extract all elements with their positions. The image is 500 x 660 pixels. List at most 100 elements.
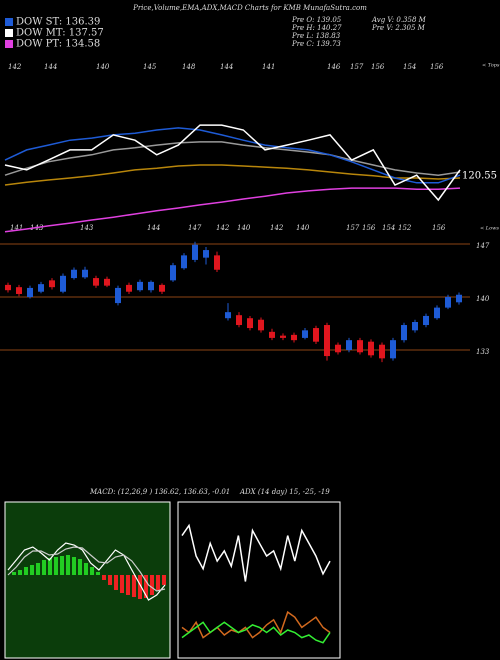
- info-text: Pre H: 140.27: [291, 24, 342, 32]
- macd-bar: [132, 575, 136, 597]
- candle-body: [401, 325, 407, 341]
- bottom-label: 156: [432, 224, 446, 232]
- candle-body: [423, 315, 429, 326]
- candle-body: [214, 255, 220, 270]
- top-label: 156: [430, 63, 444, 71]
- top-label: 157: [350, 63, 364, 71]
- candle-body: [280, 335, 286, 338]
- info-text: Pre L: 138.83: [291, 32, 341, 40]
- line-series: [4, 187, 461, 233]
- candle-body: [192, 244, 198, 260]
- macd-bar: [60, 556, 64, 575]
- macd-bar: [12, 572, 16, 575]
- bottom-label: 141: [10, 224, 23, 232]
- bottom-label: 140: [296, 224, 310, 232]
- candle-body: [93, 278, 99, 286]
- top-label: 148: [182, 63, 196, 71]
- macd-bar: [66, 555, 70, 575]
- macd-bar: [48, 558, 52, 575]
- candle-body: [456, 294, 462, 303]
- tops-label: < Tops: [482, 63, 500, 69]
- candle-body: [49, 280, 55, 288]
- macd-bar: [126, 575, 130, 595]
- candle-body: [236, 315, 242, 326]
- top-label: 154: [403, 63, 416, 71]
- candle-body: [291, 334, 297, 341]
- candle-body: [225, 312, 231, 319]
- line-series: [7, 546, 166, 592]
- macd-bar: [36, 563, 40, 575]
- candle-body: [335, 344, 341, 353]
- last-value: 120.55: [462, 171, 497, 182]
- candle-body: [412, 321, 418, 331]
- bottom-label: 156: [362, 224, 376, 232]
- line-series: [4, 141, 461, 176]
- candle-body: [71, 269, 77, 279]
- macd-pane: [4, 501, 171, 659]
- y-tick-label: 140: [476, 295, 490, 303]
- top-label: 141: [262, 63, 275, 71]
- line-series: [4, 124, 461, 202]
- macd-bar: [144, 575, 148, 598]
- macd-bar: [18, 570, 22, 575]
- info-text: Pre V: 2.305 M: [371, 24, 426, 32]
- y-tick-label: 133: [476, 348, 490, 356]
- candle-body: [203, 250, 209, 258]
- bottom-label: 152: [398, 224, 412, 232]
- macd-bar: [150, 575, 154, 595]
- bottom-label: 143: [80, 224, 94, 232]
- macd-bar: [24, 567, 28, 575]
- candle-body: [445, 297, 451, 308]
- macd-bar: [72, 557, 76, 575]
- candle-body: [126, 284, 132, 292]
- candle-body: [368, 341, 374, 356]
- legend-swatch: [5, 40, 13, 48]
- macd-label: MACD: (12,26,9 ) 136.62, 136.63, -0.01: [89, 488, 230, 496]
- candle-body: [104, 278, 110, 286]
- line-series: [181, 610, 331, 639]
- top-label: 144: [44, 63, 57, 71]
- info-text: Pre O: 139.05: [291, 16, 342, 24]
- candle-body: [137, 281, 143, 291]
- macd-bar: [54, 557, 58, 575]
- bottom-label: 144: [147, 224, 160, 232]
- candle-body: [170, 265, 176, 281]
- candle-body: [324, 325, 330, 357]
- macd-bar: [120, 575, 124, 593]
- macd-bar: [138, 575, 142, 599]
- page-title: Price,Volume,EMA,ADX,MACD Charts for KMB…: [132, 4, 367, 12]
- macd-bar: [102, 575, 106, 580]
- macd-bar: [162, 575, 166, 585]
- macd-bar: [42, 560, 46, 575]
- bottom-label: 154: [382, 224, 395, 232]
- line-series: [7, 542, 166, 601]
- top-label: 156: [371, 63, 385, 71]
- candle-body: [357, 340, 363, 353]
- top-label: 146: [327, 63, 341, 71]
- candle-body: [313, 328, 319, 342]
- legend-label: DOW ST: 136.39: [16, 17, 100, 28]
- candle-body: [5, 284, 11, 291]
- lows-label: < Lows: [480, 226, 499, 232]
- bottom-label: 140: [237, 224, 251, 232]
- top-label: 145: [143, 63, 157, 71]
- adx-label: ADX (14 day) 15, -25, -19: [239, 488, 330, 496]
- candle-body: [27, 287, 33, 298]
- candle-body: [82, 269, 88, 278]
- candle-body: [60, 275, 66, 292]
- candle-body: [159, 284, 165, 292]
- line-series: [4, 164, 461, 186]
- bottom-label: 142: [270, 224, 284, 232]
- candle-body: [247, 318, 253, 329]
- legend-label: DOW PT: 134.58: [16, 39, 100, 50]
- macd-bar: [84, 563, 88, 575]
- legend-swatch: [5, 18, 13, 26]
- candle-body: [434, 307, 440, 319]
- bottom-label: 147: [188, 224, 202, 232]
- candle-body: [181, 255, 187, 269]
- candle-body: [115, 287, 121, 304]
- legend-swatch: [5, 29, 13, 37]
- candle-body: [379, 344, 385, 359]
- candle-body: [269, 331, 275, 338]
